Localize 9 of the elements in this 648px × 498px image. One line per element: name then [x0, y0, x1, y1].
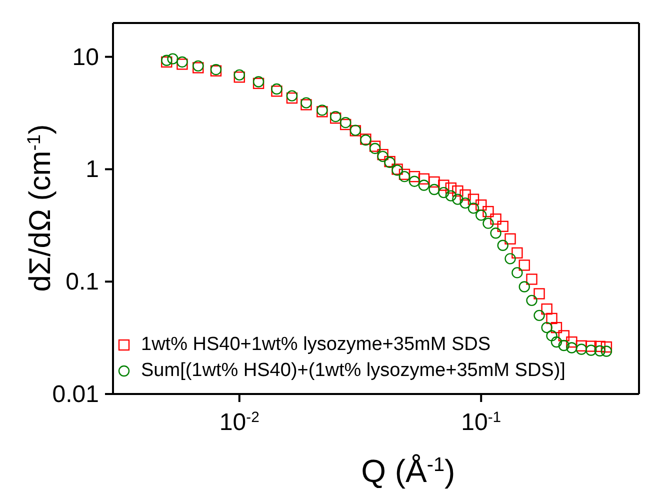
y-tick-label: 0.1 [66, 268, 99, 296]
x-tick-label: 10$^{-2}$ [219, 409, 260, 436]
y-tick-label: 0.01 [52, 381, 99, 408]
y-tick-label: 1 [86, 156, 99, 184]
x-tick-label: 10$^{-1}$ [461, 409, 502, 436]
x-axis-title: Q (Å$^{-1}$) [361, 453, 456, 489]
y-tick-label: 10 [72, 44, 99, 71]
legend-label: 1wt% HS40+1wt% lysozyme+35mM SDS [141, 333, 491, 357]
legend-label: Sum[(1wt% HS40)+(1wt% lysozyme+35mM SDS)] [141, 359, 566, 383]
